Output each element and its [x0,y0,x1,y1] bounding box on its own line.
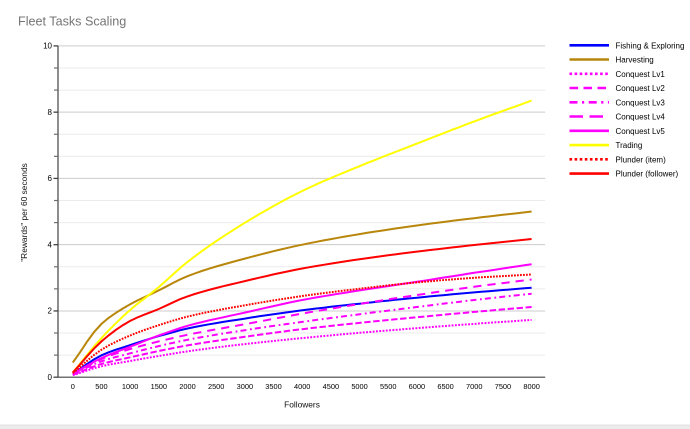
svg-text:Conquest Lv5: Conquest Lv5 [616,127,666,136]
svg-text:Fleet Tasks Scaling: Fleet Tasks Scaling [18,15,126,29]
svg-text:Trading: Trading [616,141,643,150]
svg-text:2500: 2500 [208,382,224,391]
svg-text:3000: 3000 [237,382,253,391]
svg-text:7500: 7500 [495,382,511,391]
svg-text:Harvesting: Harvesting [616,56,654,65]
svg-text:Conquest Lv1: Conquest Lv1 [616,70,666,79]
svg-text:7000: 7000 [466,382,482,391]
svg-text:2: 2 [48,307,53,316]
svg-text:1500: 1500 [151,382,167,391]
svg-text:1000: 1000 [122,382,138,391]
svg-text:Plunder (item): Plunder (item) [616,155,667,164]
svg-text:6000: 6000 [409,382,425,391]
svg-text:3500: 3500 [265,382,281,391]
svg-text:"Rewards" per 60 seconds: "Rewards" per 60 seconds [19,163,29,262]
svg-text:Plunder (follower): Plunder (follower) [616,170,679,179]
svg-text:8000: 8000 [523,382,539,391]
svg-text:4000: 4000 [294,382,310,391]
svg-text:6: 6 [48,174,53,183]
svg-text:0: 0 [48,373,53,382]
svg-text:Followers: Followers [284,400,320,410]
svg-text:Conquest Lv2: Conquest Lv2 [616,84,666,93]
svg-text:5000: 5000 [351,382,367,391]
svg-text:Fishing & Exploring: Fishing & Exploring [616,41,685,50]
svg-text:Conquest Lv3: Conquest Lv3 [616,98,666,107]
svg-text:6500: 6500 [437,382,453,391]
svg-text:4500: 4500 [323,382,339,391]
svg-text:4: 4 [48,240,53,249]
svg-text:10: 10 [43,42,52,51]
svg-text:500: 500 [95,382,107,391]
svg-text:8: 8 [48,108,53,117]
svg-text:5500: 5500 [380,382,396,391]
svg-text:0: 0 [71,382,75,391]
svg-text:2000: 2000 [179,382,195,391]
svg-text:Conquest Lv4: Conquest Lv4 [616,113,666,122]
